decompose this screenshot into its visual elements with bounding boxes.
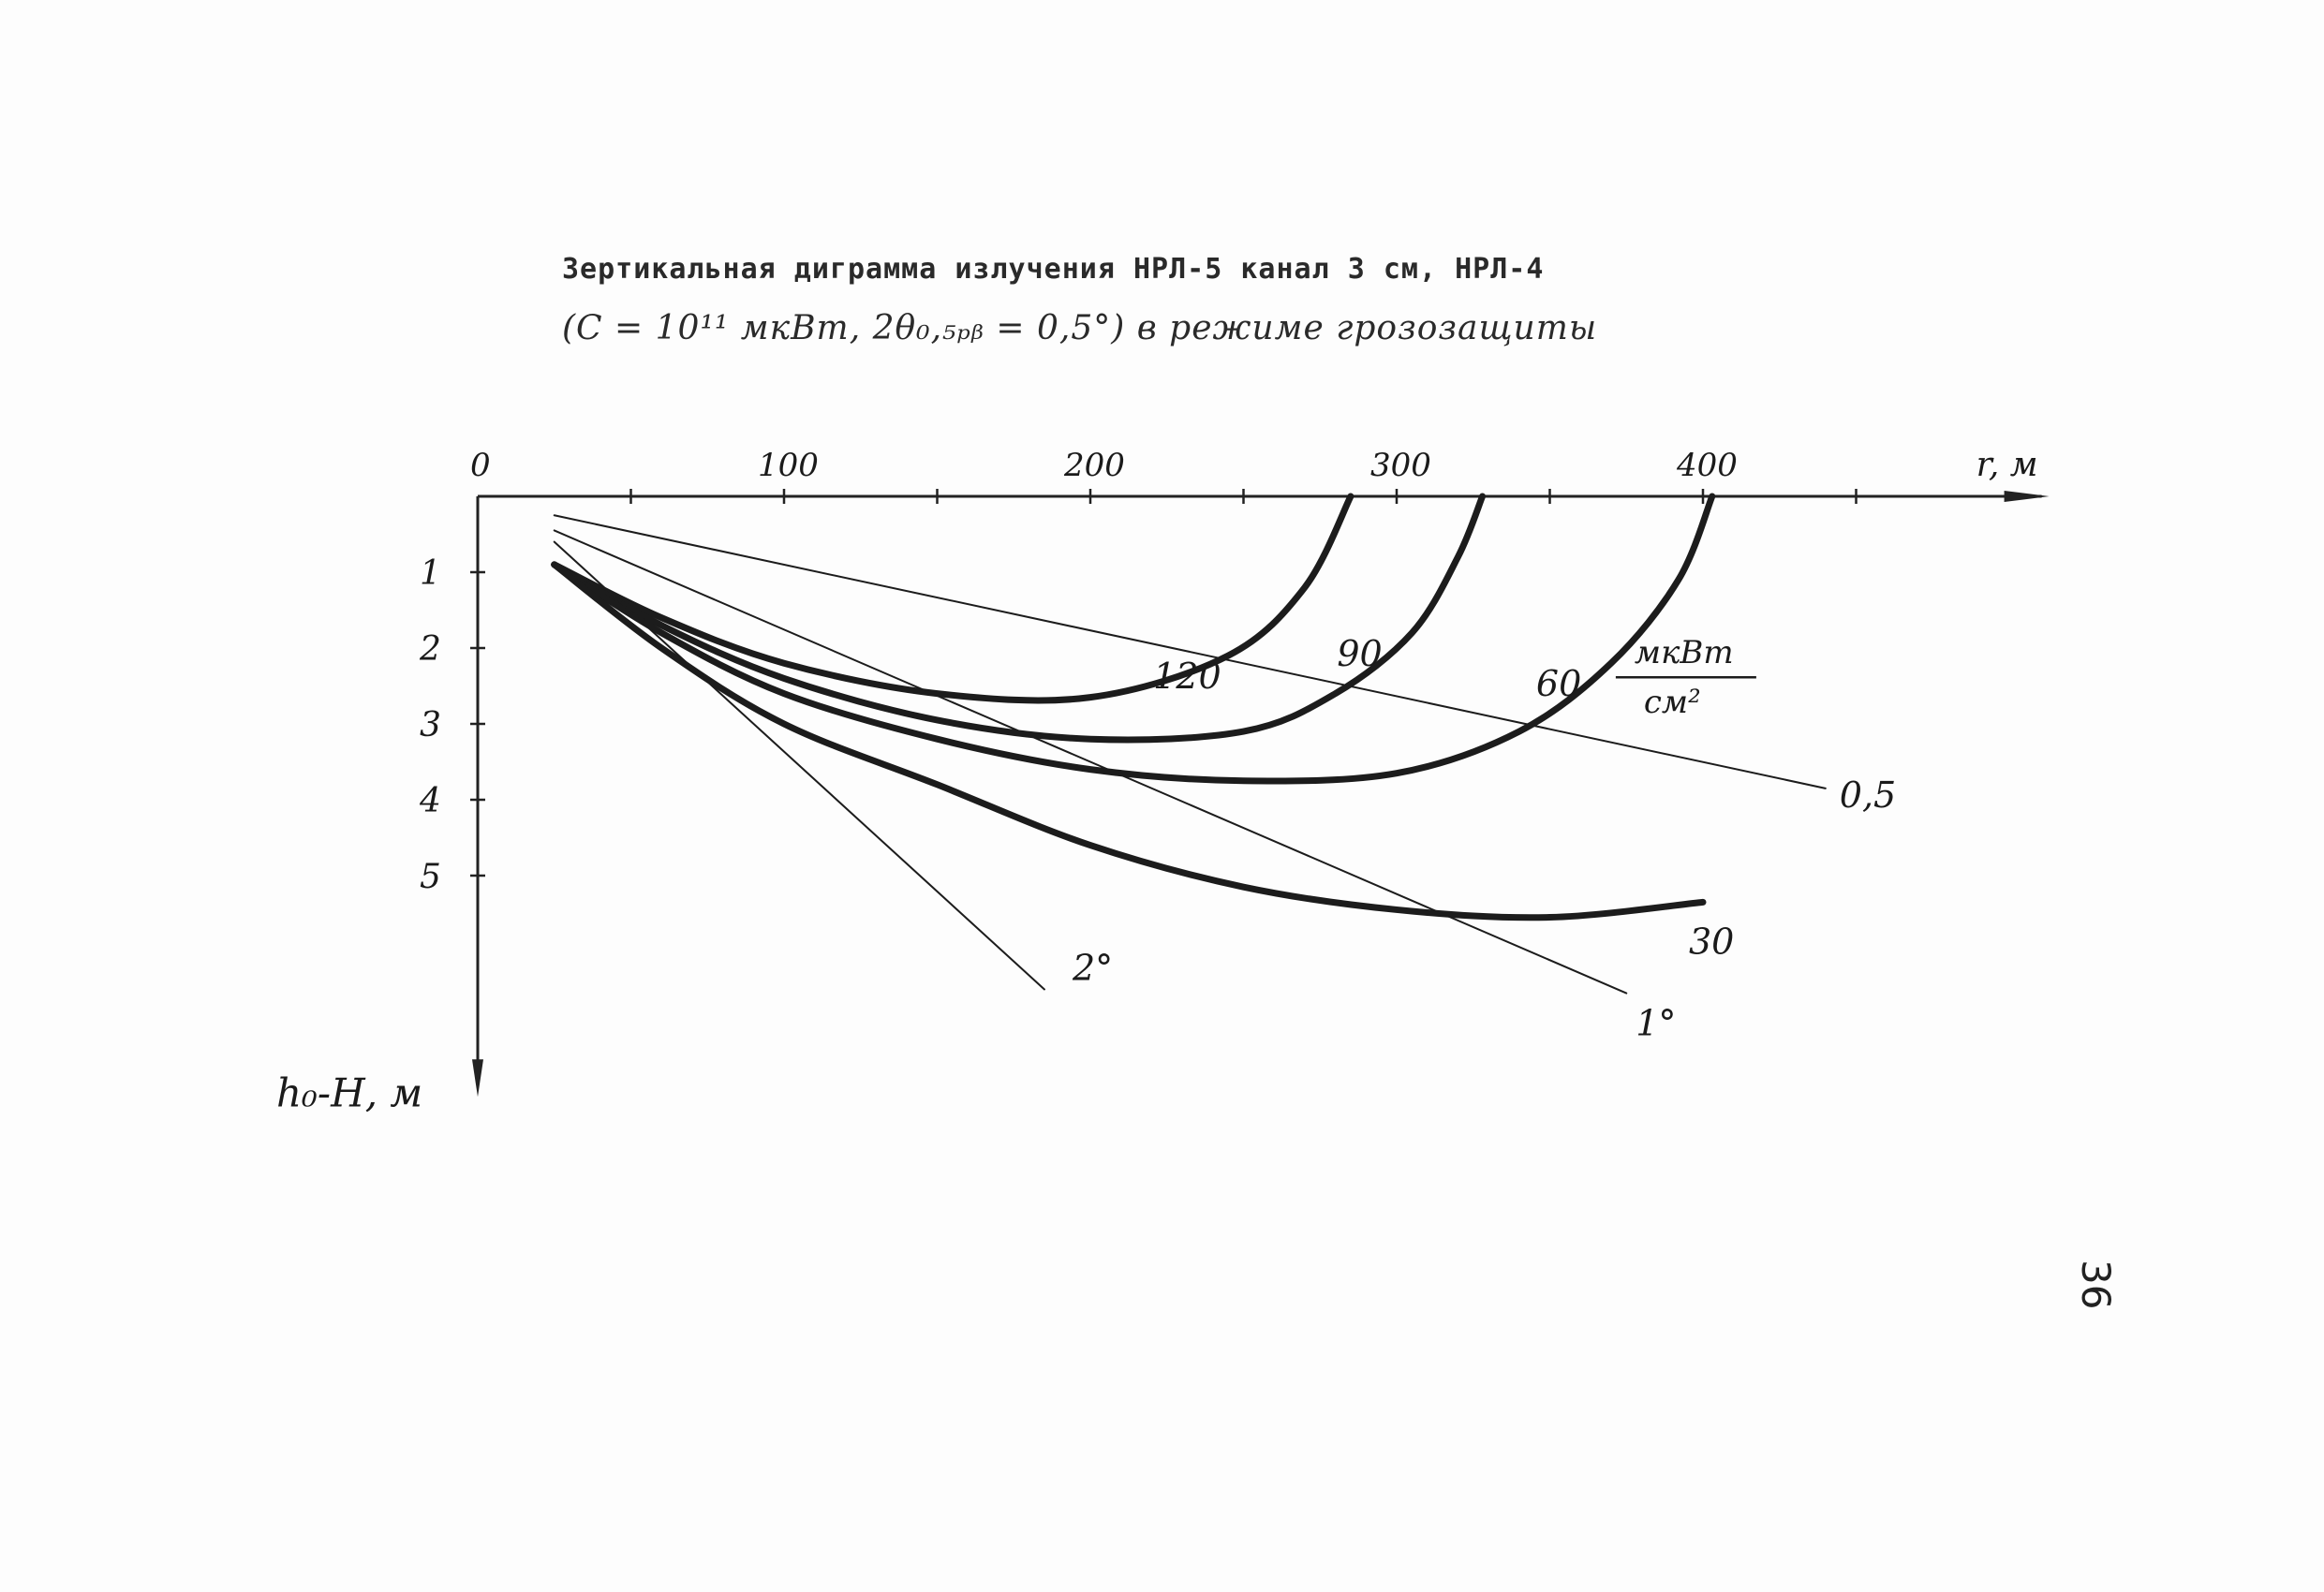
unit-label-denominator: см² <box>1644 684 1701 721</box>
y-tick-label: 3 <box>420 706 441 744</box>
x-axis-label: r, м <box>1976 446 2038 484</box>
series-line-120 <box>551 493 1354 704</box>
series-label: 30 <box>1689 921 1734 962</box>
unit-label-numerator: мкВт <box>1635 634 1734 671</box>
x-tick-label: 0 <box>470 447 491 484</box>
series-line-1 <box>553 529 1628 995</box>
x-axis-arrow <box>2004 491 2050 502</box>
series-line-60 <box>551 493 1716 785</box>
series-label: 0,5 <box>1840 774 1896 816</box>
chart-ticks <box>470 489 1858 877</box>
chart-labels: 0 100 200 300 400 r, м 1 2 3 4 5 h₀-H, м 120 90 60 30 0,… <box>276 446 2038 1115</box>
series-line-90 <box>551 493 1487 744</box>
chart-title-line-2: (С = 10¹¹ мкВт, 2θ₀,₅ₚᵦ = 0,5°) в режиме… <box>562 309 1598 347</box>
series-label: 2° <box>1072 948 1113 989</box>
y-axis-label: h₀-H, м <box>276 1069 422 1115</box>
y-tick-label: 2 <box>419 630 441 669</box>
y-tick-label: 1 <box>420 554 441 593</box>
chart-title-line-1: Зертикальная диграмма излучения НРЛ-5 ка… <box>562 253 1545 286</box>
chart-axes <box>472 491 2050 1098</box>
page-number: 36 <box>2073 1260 2119 1310</box>
series-label: 90 <box>1337 633 1382 674</box>
y-tick-label: 4 <box>419 782 441 820</box>
x-tick-label: 400 <box>1676 447 1738 484</box>
series-label: 60 <box>1536 663 1581 704</box>
series-line-2 <box>553 540 1045 991</box>
series-label: 120 <box>1153 656 1221 697</box>
y-tick-label: 5 <box>420 858 441 896</box>
x-tick-label: 300 <box>1370 447 1431 484</box>
series-line-05 <box>553 514 1827 789</box>
chart-series <box>551 493 1827 995</box>
x-tick-label: 200 <box>1063 447 1125 484</box>
y-axis-arrow <box>472 1059 483 1098</box>
x-tick-label: 100 <box>758 447 819 484</box>
series-label: 1° <box>1636 1003 1676 1044</box>
